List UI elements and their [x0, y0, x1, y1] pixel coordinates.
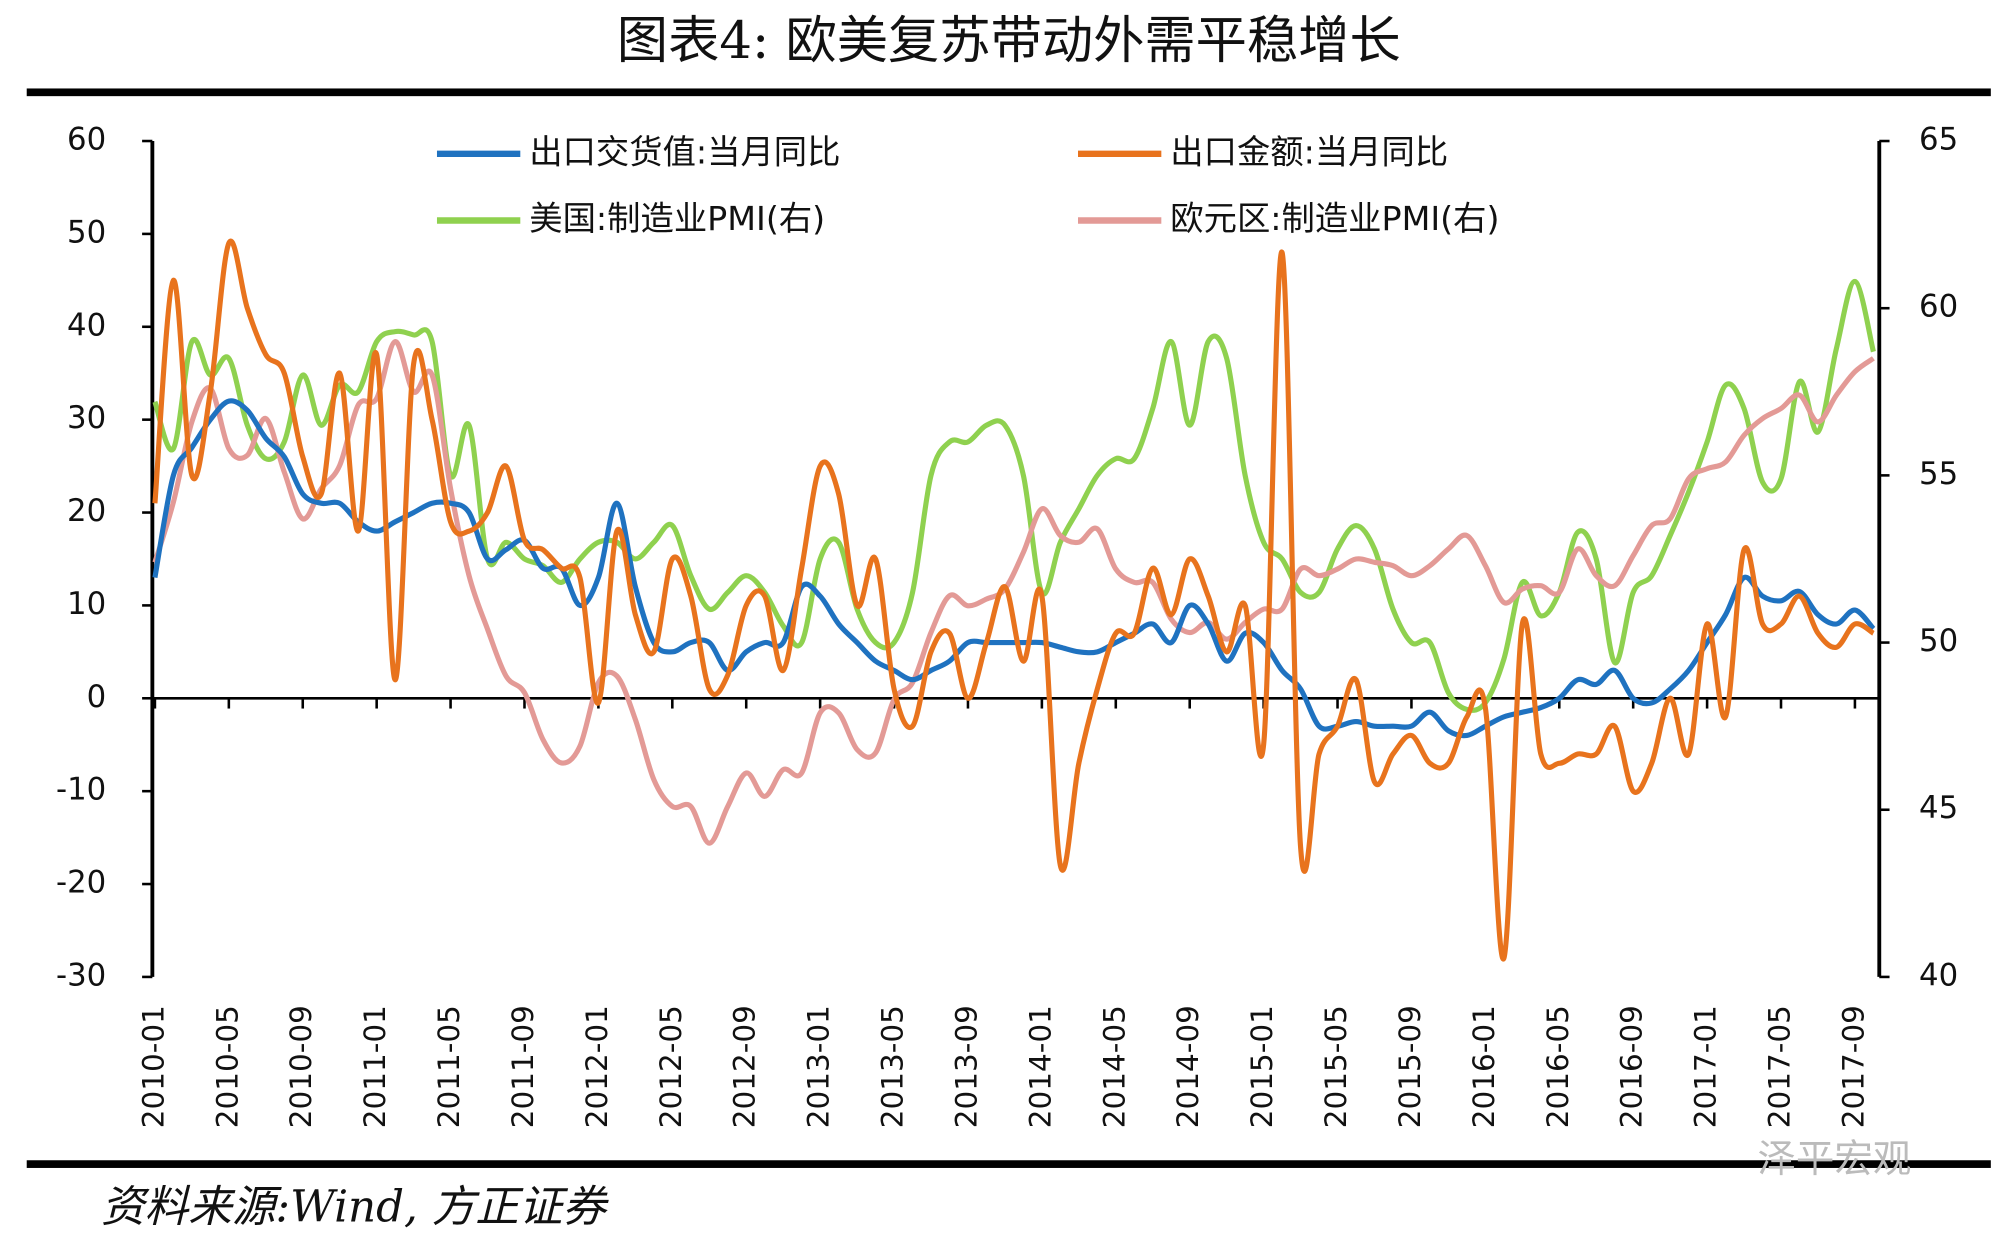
- x-tick-label: 2017-09: [1836, 1005, 1870, 1128]
- x-tick-label: 2012-05: [654, 1005, 688, 1128]
- y2-tick-label: 50: [1919, 623, 1958, 659]
- series-line: [152, 278, 1876, 713]
- y2-tick-label: 55: [1919, 456, 1958, 492]
- x-tick-label: 2012-01: [580, 1005, 614, 1128]
- x-tick-label: 2014-01: [1023, 1005, 1057, 1128]
- x-tick-label: 2011-09: [506, 1005, 540, 1128]
- x-tick-label: 2010-05: [210, 1005, 244, 1128]
- x-tick-label: 2015-09: [1393, 1005, 1427, 1128]
- x-tick-label: 2013-09: [949, 1005, 983, 1128]
- y2-tick-label: 65: [1919, 122, 1958, 158]
- x-tick-label: 2015-05: [1319, 1005, 1353, 1128]
- source: 资料来源:Wind, 方正证券: [101, 1182, 609, 1232]
- x-tick-label: 2015-01: [1245, 1005, 1279, 1128]
- legend-label: 欧元区:制造业PMI(右): [1170, 199, 1499, 238]
- y2-tick-label: 60: [1919, 289, 1958, 325]
- y2-tick-label: 40: [1919, 957, 1958, 993]
- x-tick-label: 2017-05: [1763, 1005, 1797, 1128]
- legend-label: 出口金额:当月同比: [1170, 132, 1448, 171]
- x-tick-label: 2010-01: [136, 1005, 170, 1128]
- series-line: [152, 339, 1875, 846]
- top-rule: [26, 88, 1991, 97]
- x-tick-label: 2016-01: [1467, 1005, 1501, 1128]
- watermark: 泽平宏观: [1757, 1137, 1911, 1182]
- x-tick-label: 2012-09: [728, 1005, 762, 1128]
- x-tick-label: 2016-05: [1541, 1005, 1575, 1128]
- bottom-rule: [26, 1160, 1991, 1168]
- y-tick-label: 40: [67, 307, 106, 343]
- x-tick-label: 2010-09: [284, 1005, 318, 1128]
- y-tick-label: -30: [56, 957, 106, 993]
- chart-title: 图表4: 欧美复苏带动外需平稳增长: [617, 11, 1401, 71]
- y-tick-label: 60: [67, 122, 106, 158]
- x-tick-label: 2017-01: [1689, 1005, 1723, 1128]
- y-tick-label: 10: [67, 586, 106, 622]
- x-tick-label: 2013-01: [802, 1005, 836, 1128]
- y-tick-label: 0: [87, 679, 107, 715]
- legend-label: 出口交货值:当月同比: [529, 132, 840, 171]
- series-line: [152, 398, 1876, 739]
- x-tick-label: 2014-05: [1097, 1005, 1131, 1128]
- legend-label: 美国:制造业PMI(右): [529, 199, 825, 238]
- y-tick-label: 50: [67, 214, 106, 250]
- x-tick-label: 2016-09: [1615, 1005, 1649, 1128]
- x-tick-label: 2011-01: [358, 1005, 392, 1128]
- y-tick-label: -10: [56, 772, 106, 808]
- y-tick-label: 30: [67, 400, 106, 436]
- x-tick-label: 2014-09: [1171, 1005, 1205, 1128]
- x-tick-label: 2011-05: [432, 1005, 466, 1128]
- y-tick-label: -20: [56, 865, 106, 901]
- x-tick-label: 2013-05: [876, 1005, 910, 1128]
- y2-tick-label: 45: [1919, 790, 1958, 826]
- series-line: [152, 238, 1875, 961]
- y-tick-label: 20: [67, 493, 106, 529]
